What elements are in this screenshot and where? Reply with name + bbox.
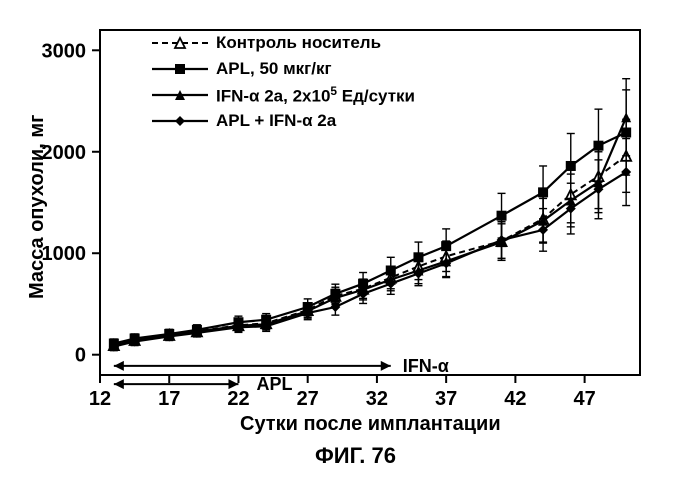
legend: Контроль носитель APL, 50 мкг/кг IFN-α 2… <box>150 32 415 136</box>
svg-text:32: 32 <box>366 388 388 410</box>
svg-text:IFN-α: IFN-α <box>403 356 449 376</box>
x-axis-label: Сутки после имплантации <box>240 413 501 436</box>
svg-text:22: 22 <box>227 388 249 410</box>
legend-item-vehicle: Контроль носитель <box>150 32 415 54</box>
y-axis-label: Масса опухоли, мг <box>26 115 49 299</box>
svg-text:47: 47 <box>573 388 595 410</box>
svg-text:3000: 3000 <box>42 40 87 62</box>
svg-text:27: 27 <box>297 388 319 410</box>
legend-item-apl: APL, 50 мкг/кг <box>150 58 415 80</box>
svg-text:37: 37 <box>435 388 457 410</box>
svg-text:APL: APL <box>256 374 292 394</box>
svg-text:17: 17 <box>158 388 180 410</box>
svg-text:42: 42 <box>504 388 526 410</box>
legend-item-combo: APL + IFN-α 2a <box>150 110 415 132</box>
svg-text:12: 12 <box>89 388 111 410</box>
svg-text:0: 0 <box>75 345 86 367</box>
legend-item-ifn: IFN-α 2a, 2x105 Ед/сутки <box>150 84 415 106</box>
figure-label: ФИГ. 76 <box>315 443 396 469</box>
